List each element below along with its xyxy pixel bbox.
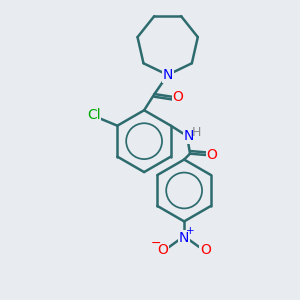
Text: N: N [179,231,189,244]
Text: H: H [192,126,201,139]
Text: +: + [186,226,194,236]
Text: O: O [207,148,218,162]
Text: O: O [157,243,168,257]
Text: N: N [183,129,194,143]
Text: Cl: Cl [87,108,101,122]
Text: −: − [151,237,161,250]
Text: O: O [172,90,183,104]
Text: N: N [163,68,173,82]
Text: O: O [200,243,211,257]
